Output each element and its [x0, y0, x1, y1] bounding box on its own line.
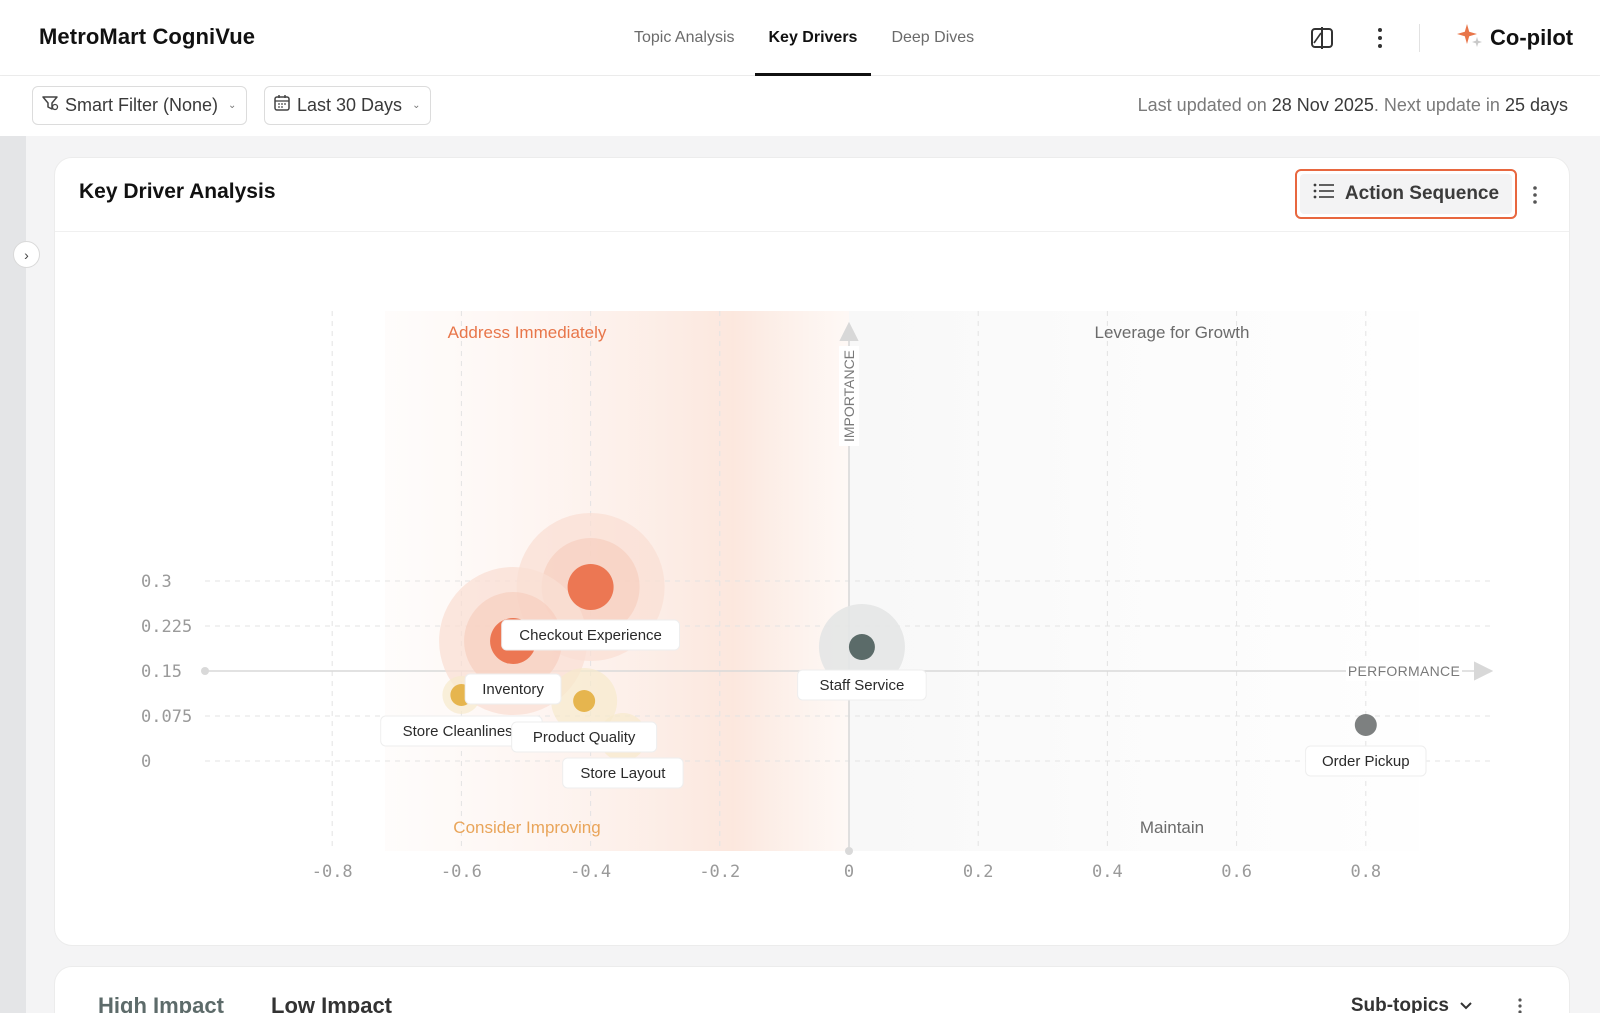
updated-date: 28 Nov 2025: [1271, 95, 1374, 115]
calendar-icon: [273, 94, 291, 117]
copilot-button[interactable]: Co-pilot: [1456, 20, 1573, 56]
top-nav-bar: MetroMart CogniVue Topic Analysis Key Dr…: [0, 0, 1600, 76]
tab-topic-analysis[interactable]: Topic Analysis: [634, 29, 735, 46]
next-update-value: 25 days: [1504, 95, 1568, 115]
action-sequence-label: Action Sequence: [1344, 183, 1500, 204]
date-range-label: Last 30 Days: [297, 95, 403, 115]
action-sequence-button[interactable]: Action Sequence: [1295, 169, 1517, 219]
chevron-down-icon: [1459, 995, 1473, 1013]
key-driver-card: Key Driver Analysis Action Sequence: [54, 157, 1570, 946]
last-updated-text: Last updated on 28 Nov 2025. Next update…: [1138, 95, 1568, 116]
chevron-down-icon: ⌄: [412, 100, 421, 111]
sparkle-icon: [1456, 21, 1484, 55]
smart-filter-label: Smart Filter (None): [65, 95, 219, 115]
impact-more-menu-icon[interactable]: [1517, 997, 1523, 1013]
tab-deep-dives[interactable]: Deep Dives: [891, 29, 975, 46]
app-title: MetroMart CogniVue: [39, 24, 256, 49]
expand-sidebar-button[interactable]: ›: [13, 241, 40, 268]
updated-prefix: Last updated on: [1137, 95, 1272, 115]
filter-icon: [41, 94, 59, 117]
sidebar-rail: [0, 136, 26, 1013]
card-title: Key Driver Analysis: [79, 180, 276, 203]
tab-low-impact[interactable]: Low Impact: [271, 993, 393, 1013]
tab-key-drivers[interactable]: Key Drivers: [754, 0, 872, 76]
split-view-icon[interactable]: [1308, 24, 1336, 52]
card-header: Key Driver Analysis Action Sequence: [55, 158, 1569, 232]
impact-card: High Impact Low Impact Sub-topics: [54, 966, 1570, 1013]
more-menu-icon[interactable]: [1366, 24, 1394, 52]
date-range-dropdown[interactable]: Last 30 Days ⌄: [264, 86, 432, 125]
nav-tabs: Topic Analysis Key Drivers Deep Dives: [620, 0, 988, 76]
subtopics-dropdown[interactable]: Sub-topics: [1351, 995, 1473, 1013]
chevron-right-icon: ›: [24, 246, 29, 263]
tab-high-impact[interactable]: High Impact: [98, 993, 224, 1013]
list-icon: [1313, 182, 1335, 206]
chevron-down-icon: ⌄: [228, 100, 237, 111]
smart-filter-dropdown[interactable]: Smart Filter (None) ⌄: [32, 86, 248, 125]
card-more-menu-icon[interactable]: [1527, 180, 1543, 210]
copilot-label: Co-pilot: [1490, 25, 1574, 50]
subtopics-label: Sub-topics: [1350, 995, 1449, 1013]
next-update-prefix: . Next update in: [1373, 95, 1505, 115]
nav-divider: [1419, 24, 1420, 52]
filter-bar: Smart Filter (None) ⌄ Last 30 Days ⌄ Las…: [0, 76, 1600, 136]
